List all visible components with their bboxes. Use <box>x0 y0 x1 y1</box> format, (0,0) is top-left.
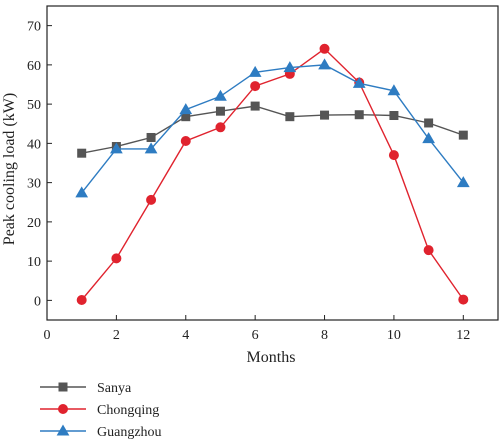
data-point-guangzhou <box>456 176 470 188</box>
data-point-chongqing <box>146 194 157 205</box>
data-point-chongqing <box>458 294 469 305</box>
legend-label: Chongqing <box>97 403 159 418</box>
plot-area <box>75 43 470 305</box>
data-point-sanya <box>215 106 225 116</box>
legend-marker <box>58 404 68 414</box>
legend-item-guangzhou: Guangzhou <box>40 424 162 440</box>
series-guangzhou <box>75 58 470 198</box>
y-tick-label: 60 <box>27 59 41 74</box>
data-point-guangzhou <box>318 58 331 70</box>
data-point-sanya <box>354 110 364 120</box>
data-point-chongqing <box>250 81 261 92</box>
data-point-chongqing <box>111 253 122 264</box>
x-axis-title: Months <box>247 349 296 366</box>
legend-item-sanya: Sanya <box>40 381 132 396</box>
data-point-sanya <box>77 148 87 158</box>
data-point-chongqing <box>180 136 191 147</box>
data-point-chongqing <box>388 150 399 161</box>
data-point-guangzhou <box>283 61 297 73</box>
data-point-sanya <box>389 111 399 121</box>
x-tick-label: 10 <box>387 328 401 343</box>
data-point-sanya <box>424 118 434 128</box>
data-point-chongqing <box>76 294 87 305</box>
legend-marker <box>58 382 68 392</box>
series-sanya <box>77 101 468 158</box>
data-point-guangzhou <box>110 142 123 154</box>
data-point-guangzhou <box>179 103 193 115</box>
data-point-guangzhou <box>144 142 158 154</box>
data-point-chongqing <box>319 43 330 54</box>
data-point-guangzhou <box>75 186 89 198</box>
x-tick-label: 4 <box>182 328 189 343</box>
axes: 0 2 4 6 8 10 12 0 10 20 30 40 50 60 70 <box>27 5 499 343</box>
legend-item-chongqing: Chongqing <box>40 403 159 418</box>
data-point-guangzhou <box>214 89 227 101</box>
data-point-chongqing <box>423 245 434 256</box>
data-point-guangzhou <box>248 65 262 77</box>
legend-label: Sanya <box>97 381 132 396</box>
data-point-sanya <box>458 130 468 140</box>
x-tick-label: 0 <box>44 328 51 343</box>
y-axis-title: Peak cooling load (kW) <box>1 93 18 245</box>
y-tick-label: 30 <box>27 177 41 192</box>
data-point-sanya <box>250 101 260 111</box>
y-tick-label: 20 <box>27 216 41 231</box>
series-line-sanya <box>81 105 464 154</box>
data-point-sanya <box>285 112 295 122</box>
x-tick-label: 8 <box>321 328 328 343</box>
data-point-guangzhou <box>352 76 366 88</box>
legend-label: Guangzhou <box>97 425 162 440</box>
y-tick-label: 0 <box>34 294 41 309</box>
data-point-chongqing <box>215 122 226 133</box>
y-tick-label: 10 <box>27 255 41 270</box>
data-point-guangzhou <box>422 132 435 144</box>
y-tick-label: 40 <box>27 137 41 152</box>
x-tick-label: 12 <box>456 328 470 343</box>
y-tick-label: 70 <box>27 20 41 35</box>
data-point-sanya <box>146 132 156 142</box>
data-point-guangzhou <box>387 84 401 96</box>
x-tick-label: 2 <box>113 328 120 343</box>
x-tick-label: 6 <box>252 328 259 343</box>
legend-marker <box>56 424 70 436</box>
series-chongqing <box>76 43 469 305</box>
series-line-guangzhou <box>81 64 464 194</box>
plot-frame <box>46 5 499 321</box>
y-tick-label: 50 <box>27 98 41 113</box>
data-point-sanya <box>320 110 330 120</box>
series-line-chongqing <box>81 47 464 301</box>
legend: Sanya Chongqing Guangzhou <box>40 381 162 440</box>
